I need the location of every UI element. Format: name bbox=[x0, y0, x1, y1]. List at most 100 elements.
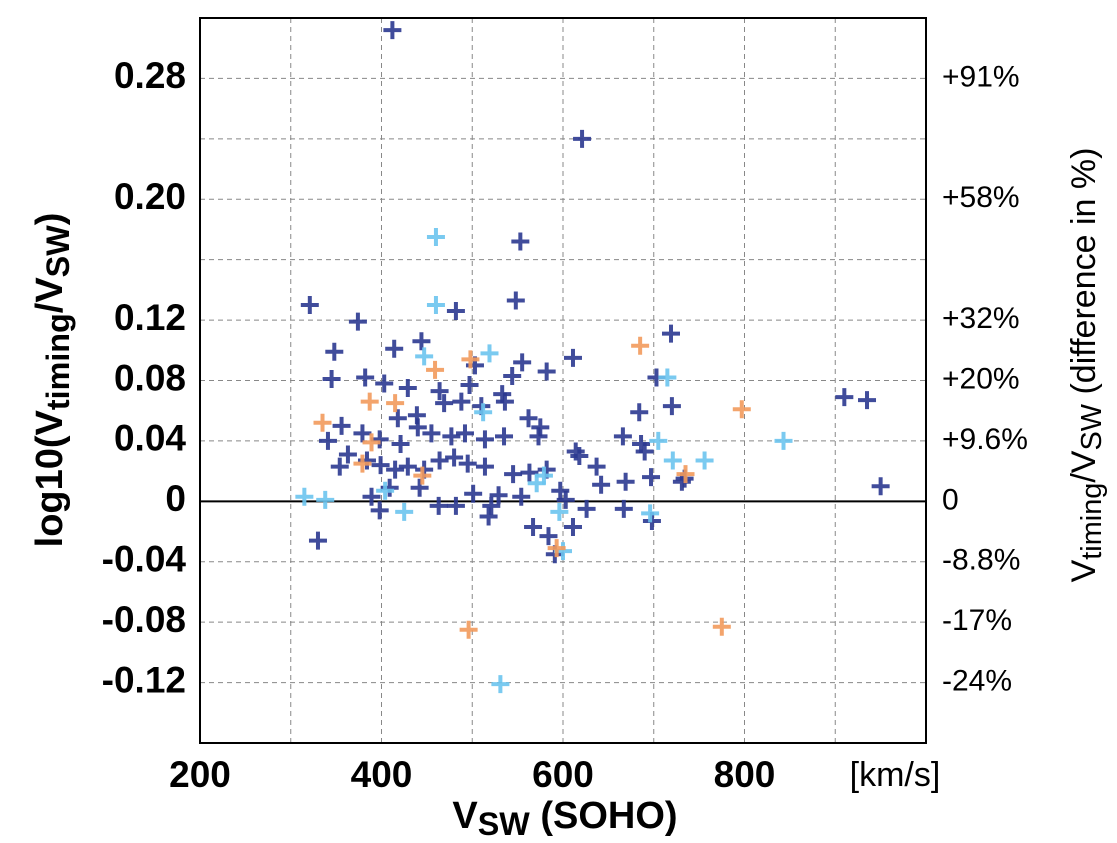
point bbox=[426, 295, 445, 314]
point bbox=[446, 302, 465, 321]
y-axis-label-part: ) bbox=[29, 213, 71, 226]
plot-frame bbox=[199, 17, 927, 744]
point bbox=[391, 434, 410, 453]
point bbox=[353, 454, 372, 473]
y-tick-label: 0.04 bbox=[114, 418, 186, 459]
point bbox=[370, 501, 389, 520]
point bbox=[649, 431, 668, 450]
point bbox=[641, 504, 660, 523]
point bbox=[410, 478, 429, 497]
y2-tick-label: -17% bbox=[942, 604, 1012, 637]
point bbox=[370, 430, 389, 449]
point bbox=[308, 531, 327, 550]
point bbox=[459, 620, 478, 639]
point bbox=[460, 376, 479, 395]
point bbox=[461, 350, 480, 369]
point bbox=[573, 129, 592, 148]
y-tick-label: 0.08 bbox=[114, 357, 186, 398]
y-tick-label: -0.12 bbox=[102, 659, 186, 700]
point bbox=[547, 539, 566, 558]
point bbox=[430, 451, 449, 470]
point bbox=[712, 617, 731, 636]
y2-tick-label: +20% bbox=[942, 362, 1020, 395]
x-tick-label: 800 bbox=[714, 754, 776, 795]
point bbox=[330, 457, 349, 476]
point bbox=[445, 448, 464, 467]
point bbox=[482, 496, 501, 515]
point bbox=[325, 342, 344, 361]
point bbox=[300, 295, 319, 314]
point bbox=[520, 463, 539, 482]
x-tick-label: 400 bbox=[351, 754, 413, 795]
point bbox=[732, 400, 751, 419]
point bbox=[383, 21, 402, 40]
point bbox=[356, 368, 375, 387]
point bbox=[353, 424, 372, 443]
point bbox=[426, 360, 445, 379]
point bbox=[774, 431, 793, 450]
y2-tick-label: -24% bbox=[942, 665, 1012, 698]
y-tick-label: 0.12 bbox=[114, 297, 186, 338]
point bbox=[506, 291, 525, 310]
point bbox=[338, 445, 357, 464]
point bbox=[524, 518, 543, 537]
point bbox=[630, 403, 649, 422]
y-tick-label: 0.20 bbox=[114, 176, 186, 217]
point bbox=[616, 472, 635, 491]
point bbox=[318, 431, 337, 450]
point bbox=[858, 391, 877, 410]
point bbox=[504, 465, 523, 484]
point bbox=[426, 228, 445, 247]
x-unit: [km/s] bbox=[850, 756, 941, 794]
point bbox=[529, 427, 548, 446]
point bbox=[587, 457, 606, 476]
point bbox=[442, 427, 461, 446]
point bbox=[563, 348, 582, 367]
point bbox=[422, 424, 441, 443]
point bbox=[480, 344, 499, 363]
point bbox=[322, 369, 341, 388]
y-axis-label-part: timing bbox=[40, 313, 76, 410]
point bbox=[537, 362, 556, 381]
point bbox=[464, 484, 483, 503]
point bbox=[388, 409, 407, 428]
point bbox=[360, 392, 379, 411]
point bbox=[413, 466, 432, 485]
point bbox=[519, 409, 538, 428]
point bbox=[563, 518, 582, 537]
y2-tick-label: +91% bbox=[942, 60, 1020, 93]
point bbox=[348, 312, 367, 331]
y-tick-label: -0.08 bbox=[102, 599, 186, 640]
point bbox=[570, 447, 589, 466]
point bbox=[835, 388, 854, 407]
x-axis-label-part: (SOHO) bbox=[530, 795, 678, 837]
y-axis-label: log10(Vtiming/VSW) bbox=[29, 213, 76, 548]
point bbox=[495, 427, 514, 446]
x-axis-label-part: SW bbox=[478, 806, 531, 842]
point bbox=[375, 374, 394, 393]
point bbox=[512, 487, 531, 506]
y-tick-label: -0.04 bbox=[102, 539, 187, 580]
point bbox=[592, 475, 611, 494]
point bbox=[362, 433, 381, 452]
point bbox=[395, 502, 414, 521]
point bbox=[458, 454, 477, 473]
point bbox=[613, 427, 632, 446]
point bbox=[489, 486, 508, 505]
y2-axis-label-part: /V bbox=[1065, 450, 1103, 482]
point bbox=[430, 382, 449, 401]
point bbox=[429, 496, 448, 515]
point bbox=[658, 368, 677, 387]
point bbox=[475, 457, 494, 476]
x-axis-label: VSW (SOHO) bbox=[452, 795, 677, 842]
y-axis-label-part: log10(V bbox=[29, 409, 71, 547]
y2-tick-label: -8.8% bbox=[942, 544, 1020, 577]
y2-tick-label: +58% bbox=[942, 181, 1020, 214]
point bbox=[316, 490, 335, 509]
x-axis-label-part: V bbox=[452, 795, 478, 837]
point bbox=[495, 392, 514, 411]
point bbox=[398, 457, 417, 476]
point bbox=[631, 336, 650, 355]
